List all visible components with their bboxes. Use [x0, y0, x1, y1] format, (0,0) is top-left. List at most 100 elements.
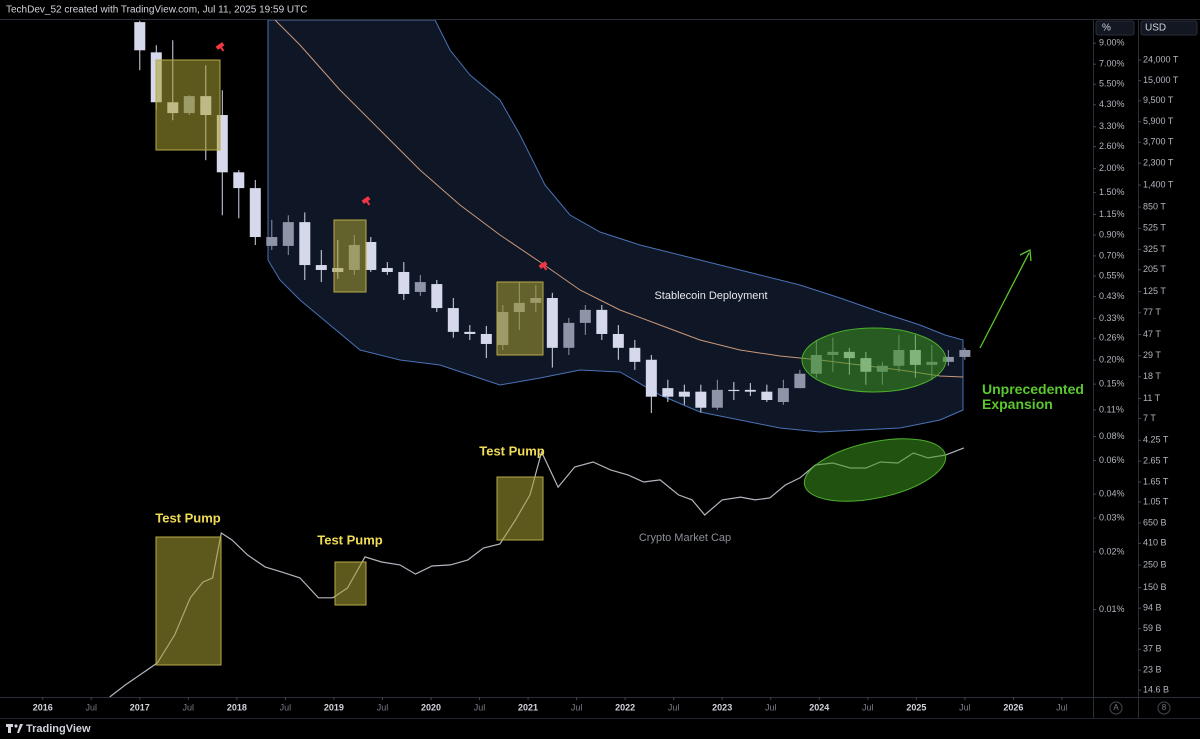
x-tick-label: 2018 — [227, 702, 247, 712]
candle-body — [959, 350, 971, 357]
x-tick-label: Jul — [474, 702, 486, 712]
annotation: Stablecoin Deployment — [654, 290, 767, 302]
candle-body — [282, 222, 294, 246]
trend-arrowhead — [1019, 248, 1032, 262]
candle-body — [414, 282, 426, 292]
y2-tick-label: 15,000 T — [1143, 75, 1179, 85]
candle-body — [678, 391, 690, 397]
y2-tick-label: 410 B — [1143, 538, 1167, 548]
axis-header-label: % — [1102, 23, 1111, 34]
auto-button-label: A — [1113, 703, 1119, 712]
y2-tick-label: 94 B — [1143, 603, 1162, 613]
candle-body — [711, 389, 723, 408]
x-tick-label: 2020 — [421, 702, 441, 712]
hammer-icon — [215, 42, 225, 52]
y2-tick-label: 250 B — [1143, 559, 1167, 569]
indicator-band — [267, 20, 964, 433]
y2-tick-label: 3,700 T — [1143, 137, 1174, 147]
hammer-icon — [361, 196, 371, 206]
y-tick-label: 0.06% — [1099, 455, 1125, 465]
y-tick-label: 0.02% — [1099, 546, 1125, 556]
y2-tick-label: 29 T — [1143, 350, 1161, 360]
y2-tick-label: 14.6 B — [1143, 685, 1169, 695]
y2-tick-label: 1,400 T — [1143, 179, 1174, 189]
y2-tick-label: 150 B — [1143, 582, 1167, 592]
candle-body — [216, 115, 228, 173]
y2-tick-label: 850 T — [1143, 201, 1166, 211]
y-tick-label: 0.20% — [1099, 355, 1125, 365]
auto-button[interactable] — [1109, 701, 1123, 715]
candle-body — [398, 271, 410, 294]
trend-arrow — [979, 252, 1030, 349]
drawings: Test Pump Test Pump Test Pump Stablecoin… — [155, 42, 1032, 666]
candle-body — [464, 331, 476, 334]
annotation: Test Pump — [479, 443, 545, 458]
log-button-label: 8 — [1162, 703, 1167, 712]
candle-body — [563, 322, 575, 348]
candle-body — [728, 389, 740, 392]
y-tick-label: 0.11% — [1099, 404, 1124, 414]
y-tick-label: 0.43% — [1099, 291, 1125, 301]
y-tick-label: 2.60% — [1099, 141, 1125, 151]
candle-body — [233, 172, 245, 189]
y-tick-label: 0.15% — [1099, 379, 1125, 389]
candle-body — [645, 359, 657, 397]
axis-header[interactable] — [1095, 20, 1135, 36]
annotation: Unprecedented Expansion — [982, 381, 1084, 412]
candle-body — [744, 389, 756, 392]
x-tick-label: Jul — [377, 702, 389, 712]
y2-tick-label: 205 T — [1143, 264, 1166, 274]
y2-tick-label: 77 T — [1143, 307, 1161, 317]
candle-body — [546, 298, 558, 348]
y-tick-label: 0.01% — [1099, 604, 1125, 614]
series-label: Crypto Market Cap — [639, 532, 731, 544]
y2-tick-label: 525 T — [1143, 223, 1166, 233]
y2-tick-label: 11 T — [1143, 393, 1161, 403]
y2-tick-label: 2.65 T — [1143, 456, 1169, 466]
x-tick-label: 2024 — [809, 702, 829, 712]
candle-body — [612, 333, 624, 348]
highlight-box — [496, 476, 544, 541]
candle-body — [266, 237, 278, 246]
candle-body — [777, 388, 789, 403]
brand-logo — [6, 724, 23, 733]
y-tick-label: 2.00% — [1099, 163, 1125, 173]
highlight-box — [334, 561, 367, 606]
y2-tick-label: 24,000 T — [1143, 54, 1179, 64]
log-button[interactable] — [1157, 701, 1171, 715]
x-tick-label: 2022 — [615, 702, 635, 712]
attribution: TechDev_52 created with TradingView.com,… — [6, 5, 307, 16]
candle-body — [695, 391, 707, 408]
y2-tick-label: 37 B — [1143, 644, 1162, 654]
y2-tick-label: 325 T — [1143, 244, 1166, 254]
candle-body — [761, 391, 773, 400]
candle-body — [579, 309, 591, 323]
y2-tick-label: 47 T — [1143, 329, 1161, 339]
x-tick-label: 2019 — [324, 702, 344, 712]
highlight-box — [496, 281, 544, 356]
axis-header-label: USD — [1145, 23, 1166, 34]
y-tick-label: 0.55% — [1099, 270, 1125, 280]
brand-name: TradingView — [26, 723, 91, 735]
candle-body — [629, 347, 641, 362]
candle-body — [134, 22, 146, 51]
x-tick-label: Jul — [862, 702, 874, 712]
candle-body — [447, 308, 459, 332]
candle-body — [431, 284, 443, 309]
axis-header[interactable] — [1140, 20, 1198, 36]
x-tick-label: Jul — [959, 702, 971, 712]
y2-tick-label: 7 T — [1143, 413, 1156, 423]
x-tick-label: 2023 — [712, 702, 732, 712]
y-tick-label: 0.26% — [1099, 333, 1125, 343]
y2-tick-label: 1.05 T — [1143, 496, 1169, 506]
y-tick-label: 7.00% — [1099, 59, 1125, 69]
x-tick-label: 2016 — [33, 702, 53, 712]
y2-tick-label: 18 T — [1143, 371, 1161, 381]
x-tick-label: 2026 — [1003, 702, 1023, 712]
y-tick-label: 1.15% — [1099, 209, 1125, 219]
x-tick-label: Jul — [280, 702, 292, 712]
y2-tick-label: 5,900 T — [1143, 116, 1174, 126]
y-tick-label: 0.33% — [1099, 313, 1125, 323]
y2-tick-label: 650 B — [1143, 517, 1167, 527]
